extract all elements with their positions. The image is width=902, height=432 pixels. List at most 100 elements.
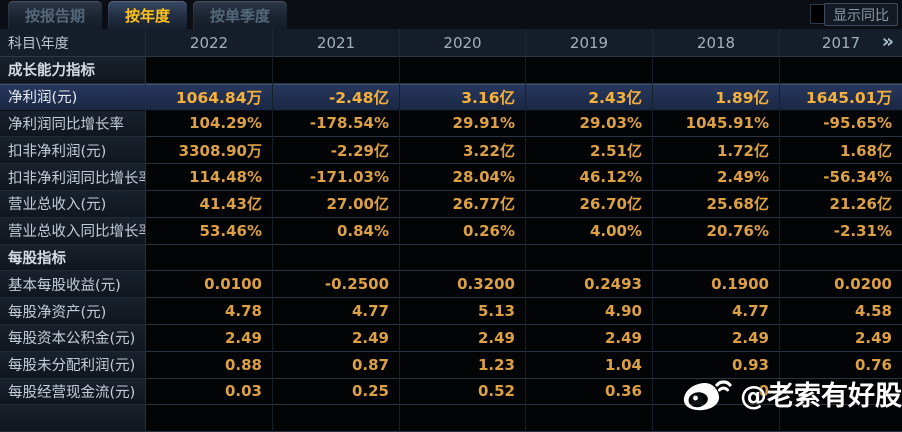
cell-2020: [400, 57, 526, 84]
cell-2018: 25.68亿: [653, 190, 780, 218]
table-row[interactable]: 净利润(元) 1064.84万 -2.48亿 3.16亿 2.43亿 1.89亿 1645.…: [0, 83, 902, 111]
cell-2019: 4.90: [526, 298, 653, 325]
cell-2021: -2.29亿: [273, 137, 400, 165]
cell-2019: 46.12%: [526, 164, 653, 191]
cell-2022: 1064.84万: [146, 83, 273, 111]
cell-2017: 1.68亿: [780, 137, 902, 165]
cell-2019: [526, 405, 653, 432]
cell-2019: 2.49: [526, 324, 653, 352]
year-label: 2018: [696, 33, 736, 52]
row-label: 营业总收入(元): [0, 190, 146, 218]
cell-2019: 1.04: [526, 351, 653, 379]
cell-2021: 4.77: [273, 298, 400, 325]
corner-header: 科目\年度: [0, 29, 146, 57]
cell-2018: [653, 244, 780, 272]
cell-2017: -2.31%: [780, 217, 902, 245]
col-header-2018: 2018: [653, 29, 780, 57]
cell-2020: 0.3200: [400, 271, 526, 299]
cell-2018: 1.72亿: [653, 137, 780, 165]
cell-2022: 104.29%: [146, 110, 273, 138]
cell-2021: 0.84%: [273, 217, 400, 245]
cell-2021: 2.49: [273, 324, 400, 352]
cell-2018: 0.93: [653, 351, 780, 379]
cell-2020: 5.13: [400, 298, 526, 325]
cell-2019: 2.51亿: [526, 137, 653, 165]
table-row[interactable]: 扣非净利润(元) 3308.90万 -2.29亿 3.22亿 2.51亿 1.72亿 1.6…: [0, 137, 902, 165]
cell-2022: 3308.90万: [146, 137, 273, 165]
table-row[interactable]: 营业总收入同比增长率 53.46% 0.84% 0.26% 4.00% 20.76% -2.…: [0, 217, 902, 245]
cell-2017: 0.76: [780, 351, 902, 379]
cell-2020: 3.16亿: [400, 83, 526, 111]
show-yoy-button[interactable]: 显示同比: [824, 3, 898, 26]
cell-2018: 1045.91%: [653, 110, 780, 138]
cell-2017: -56.34%: [780, 164, 902, 191]
weibo-icon: [683, 380, 732, 411]
cell-2019: 0.2493: [526, 271, 653, 299]
row-label: 每股未分配利润(元): [0, 351, 146, 379]
col-header-2022: 2022: [146, 29, 273, 57]
tab-by-report-period[interactable]: 按报告期: [8, 1, 103, 29]
cell-2021: -2.48亿: [273, 83, 400, 111]
cell-2022: 0.03: [146, 378, 273, 406]
col-header-2020: 2020: [400, 29, 526, 57]
table-row[interactable]: 扣非净利润同比增长率 114.48% -171.03% 28.04% 46.12% 2.4…: [0, 164, 902, 191]
cell-2020: 0.52: [400, 378, 526, 406]
year-label: 2022: [189, 33, 229, 52]
table-row[interactable]: 净利润同比增长率 104.29% -178.54% 29.91% 29.03% 1045.…: [0, 110, 902, 138]
cell-2021: -0.2500: [273, 271, 400, 299]
row-label: 每股资本公积金(元): [0, 324, 146, 352]
cell-2020: [400, 244, 526, 272]
more-columns-icon[interactable]: »: [881, 30, 894, 53]
cell-2018: 1.89亿: [653, 83, 780, 111]
cell-2020: 1.23: [400, 351, 526, 379]
cell-2022: 0.0100: [146, 271, 273, 299]
cell-2017: 4.58: [780, 298, 902, 325]
row-label: [0, 405, 146, 432]
row-label: 每股经营现金流(元): [0, 378, 146, 406]
year-label: 2021: [316, 33, 356, 52]
watermark: @老索有好股: [681, 373, 902, 413]
row-label: 成长能力指标: [0, 57, 146, 84]
table-row[interactable]: 每股资本公积金(元) 2.49 2.49 2.49 2.49 2.49 2.49: [0, 324, 902, 352]
cell-2019: 29.03%: [526, 110, 653, 138]
row-label: 扣非净利润(元): [0, 137, 146, 165]
cell-2022: 0.88: [146, 351, 273, 379]
cell-2018: 2.49: [653, 324, 780, 352]
cell-2019: 4.00%: [526, 217, 653, 245]
table-row[interactable]: 营业总收入(元) 41.43亿 27.00亿 26.77亿 26.70亿 25.68亿 21…: [0, 190, 902, 218]
cell-2020: 29.91%: [400, 110, 526, 138]
cell-2017: 1645.01万: [780, 83, 902, 111]
cell-2018: 4.77: [653, 298, 780, 325]
cell-2022: [146, 244, 273, 272]
row-label: 每股净资产(元): [0, 298, 146, 325]
cell-2021: 0.87: [273, 351, 400, 379]
tab-by-quarter[interactable]: 按单季度: [193, 1, 288, 29]
row-label: 基本每股收益(元): [0, 271, 146, 299]
cell-2018: 20.76%: [653, 217, 780, 245]
row-label: 营业总收入同比增长率: [0, 217, 146, 245]
cell-2019: 0.36: [526, 378, 653, 406]
table-row[interactable]: 每股未分配利润(元) 0.88 0.87 1.23 1.04 0.93 0.76: [0, 351, 902, 379]
cell-2019: [526, 244, 653, 272]
cell-2020: 26.77亿: [400, 190, 526, 218]
year-label: 2019: [569, 33, 609, 52]
section-row: 每股指标: [0, 244, 902, 272]
col-header-2021: 2021: [273, 29, 400, 57]
table-row[interactable]: 基本每股收益(元) 0.0100 -0.2500 0.3200 0.2493 0.1900…: [0, 271, 902, 299]
table-row[interactable]: 每股净资产(元) 4.78 4.77 5.13 4.90 4.77 4.58: [0, 298, 902, 325]
cell-2020: 0.26%: [400, 217, 526, 245]
cell-2022: [146, 57, 273, 84]
cell-2019: 26.70亿: [526, 190, 653, 218]
cell-2022: 114.48%: [146, 164, 273, 191]
cell-2021: -171.03%: [273, 164, 400, 191]
col-header-2017: 2017 »: [780, 29, 902, 57]
period-tabbar: 按报告期 按年度 按单季度 显示同比: [0, 0, 902, 29]
col-header-2019: 2019: [526, 29, 653, 57]
cell-2021: 0.25: [273, 378, 400, 406]
row-label: 净利润(元): [0, 83, 146, 111]
cell-2022: 41.43亿: [146, 190, 273, 218]
cell-2019: [526, 57, 653, 84]
tab-by-year[interactable]: 按年度: [108, 1, 188, 29]
cell-2019: 2.43亿: [526, 83, 653, 111]
cell-2020: 28.04%: [400, 164, 526, 191]
